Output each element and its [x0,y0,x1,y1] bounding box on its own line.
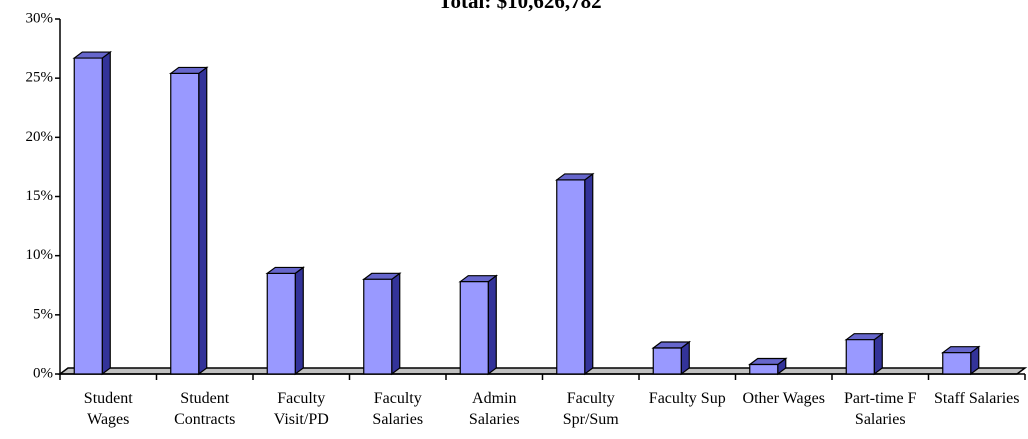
x-tick-label: Faculty Sup [648,390,726,407]
x-tick-label: Faculty Salaries [372,390,424,428]
x-tick-label: Admin Salaries [468,390,520,428]
x-tick-label: Part-time F Salaries [844,390,917,428]
bar [844,332,885,376]
bar [168,66,209,376]
bar-face [942,352,972,375]
bar-face [845,339,875,375]
y-tick-label: 10% [26,247,54,263]
bar-face [873,332,883,376]
x-tick-label: Student Wages [83,390,133,428]
bar-face [73,57,103,375]
bar [940,345,981,376]
y-tick-label: 20% [26,129,54,145]
bar [72,50,113,376]
bar-face [652,347,682,375]
bar [747,357,788,376]
bar-face [459,281,489,375]
bar [265,266,306,376]
x-tick-label: Student Contracts [174,390,236,428]
y-tick-label: 15% [26,188,54,204]
bar-face [749,363,779,375]
bar-face [266,272,296,375]
y-tick-label: 5% [33,306,53,322]
x-tick-label: Faculty Visit/PD [273,390,329,428]
y-tick-label: 25% [26,70,54,86]
bar-face [101,50,111,376]
bar [458,274,499,376]
bar-face [487,274,497,376]
bar-face [294,266,304,376]
bar-face [363,278,393,375]
bar-face [556,179,586,375]
bar-face [170,72,200,375]
chart-title: Total: $10,626,782 [438,0,601,13]
bar [651,340,692,376]
bar-face [391,272,401,376]
x-tick-label: Other Wages [742,390,825,407]
bar [554,172,595,376]
bar-face [584,172,594,376]
y-tick-label: 0% [33,365,53,381]
bar-face [198,66,208,376]
x-tick-label: Staff Salaries [934,390,1020,407]
y-tick-label: 30% [26,10,54,26]
x-tick-label: Faculty Spr/Sum [562,390,619,428]
bar [361,272,402,376]
